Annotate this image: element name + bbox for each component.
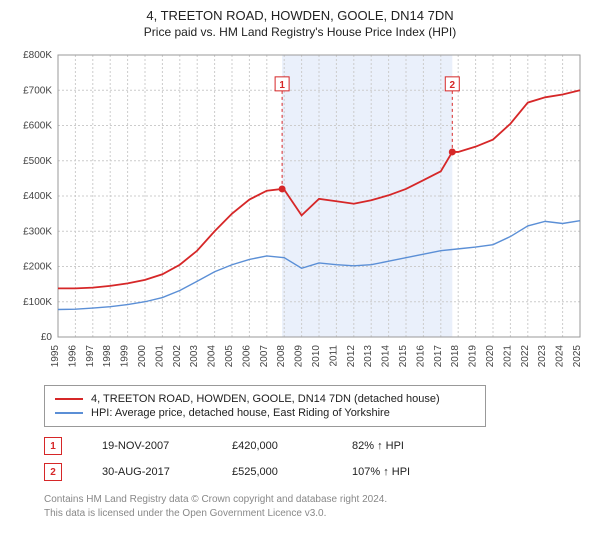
svg-text:2016: 2016	[415, 345, 426, 368]
svg-text:2009: 2009	[294, 345, 305, 368]
sale-row: 1 19-NOV-2007 £420,000 82% ↑ HPI	[44, 433, 592, 459]
svg-text:2006: 2006	[241, 345, 252, 368]
svg-text:1997: 1997	[85, 345, 96, 368]
svg-text:2007: 2007	[259, 345, 270, 368]
svg-text:1996: 1996	[67, 345, 78, 368]
sale-row: 2 30-AUG-2017 £525,000 107% ↑ HPI	[44, 459, 592, 485]
chart-title: 4, TREETON ROAD, HOWDEN, GOOLE, DN14 7DN	[8, 8, 592, 23]
legend: 4, TREETON ROAD, HOWDEN, GOOLE, DN14 7DN…	[44, 385, 486, 427]
svg-text:£600K: £600K	[23, 121, 52, 132]
sale-date: 30-AUG-2017	[102, 466, 192, 478]
legend-label: HPI: Average price, detached house, East…	[91, 407, 390, 419]
svg-text:2025: 2025	[572, 345, 583, 368]
sale-marker-icon: 1	[44, 437, 62, 455]
legend-item: 4, TREETON ROAD, HOWDEN, GOOLE, DN14 7DN…	[55, 392, 475, 406]
svg-text:1998: 1998	[102, 345, 113, 368]
sale-date: 19-NOV-2007	[102, 440, 192, 452]
svg-text:2015: 2015	[398, 345, 409, 368]
svg-text:2005: 2005	[224, 345, 235, 368]
svg-text:1999: 1999	[120, 345, 131, 368]
svg-text:2003: 2003	[189, 345, 200, 368]
svg-text:£200K: £200K	[23, 262, 52, 273]
sale-marker-icon: 2	[44, 463, 62, 481]
footnote: Contains HM Land Registry data © Crown c…	[44, 493, 592, 520]
svg-text:2023: 2023	[537, 345, 548, 368]
svg-text:2022: 2022	[520, 345, 531, 368]
svg-text:2012: 2012	[346, 345, 357, 368]
svg-text:2010: 2010	[311, 345, 322, 368]
svg-text:2017: 2017	[433, 345, 444, 368]
svg-text:2014: 2014	[381, 345, 392, 368]
svg-text:2021: 2021	[502, 345, 513, 368]
chart-subtitle: Price paid vs. HM Land Registry's House …	[8, 25, 592, 39]
svg-text:2019: 2019	[468, 345, 479, 368]
svg-text:2: 2	[450, 80, 456, 91]
svg-text:2018: 2018	[450, 345, 461, 368]
svg-text:1995: 1995	[50, 345, 61, 368]
svg-text:£100K: £100K	[23, 297, 52, 308]
sale-hpi: 107% ↑ HPI	[352, 466, 410, 478]
svg-text:£400K: £400K	[23, 191, 52, 202]
svg-text:2004: 2004	[207, 345, 218, 368]
svg-text:£500K: £500K	[23, 156, 52, 167]
svg-text:2011: 2011	[328, 345, 339, 367]
svg-text:2013: 2013	[363, 345, 374, 368]
svg-text:1: 1	[279, 80, 285, 91]
chart-title-block: 4, TREETON ROAD, HOWDEN, GOOLE, DN14 7DN…	[8, 8, 592, 39]
sale-price: £525,000	[232, 466, 312, 478]
svg-text:£800K: £800K	[23, 50, 52, 61]
footnote-line: This data is licensed under the Open Gov…	[44, 507, 592, 521]
footnote-line: Contains HM Land Registry data © Crown c…	[44, 493, 592, 507]
svg-text:2001: 2001	[154, 345, 165, 368]
svg-text:£700K: £700K	[23, 85, 52, 96]
sale-hpi: 82% ↑ HPI	[352, 440, 404, 452]
sales-table: 1 19-NOV-2007 £420,000 82% ↑ HPI 2 30-AU…	[44, 433, 592, 485]
svg-text:2020: 2020	[485, 345, 496, 368]
chart-container: £0 £100K £200K £300K £400K £500K £600K £700K £80…	[8, 47, 592, 377]
svg-text:£300K: £300K	[23, 226, 52, 237]
svg-text:2008: 2008	[276, 345, 287, 368]
svg-text:2000: 2000	[137, 345, 148, 368]
price-vs-hpi-chart: £0 £100K £200K £300K £400K £500K £600K £700K £80…	[8, 47, 592, 377]
svg-text:£0: £0	[41, 332, 53, 343]
legend-swatch	[55, 398, 83, 400]
legend-item: HPI: Average price, detached house, East…	[55, 406, 475, 420]
svg-text:2024: 2024	[555, 345, 566, 368]
svg-text:2002: 2002	[172, 345, 183, 368]
legend-label: 4, TREETON ROAD, HOWDEN, GOOLE, DN14 7DN…	[91, 393, 440, 405]
legend-swatch	[55, 412, 83, 414]
sale-price: £420,000	[232, 440, 312, 452]
